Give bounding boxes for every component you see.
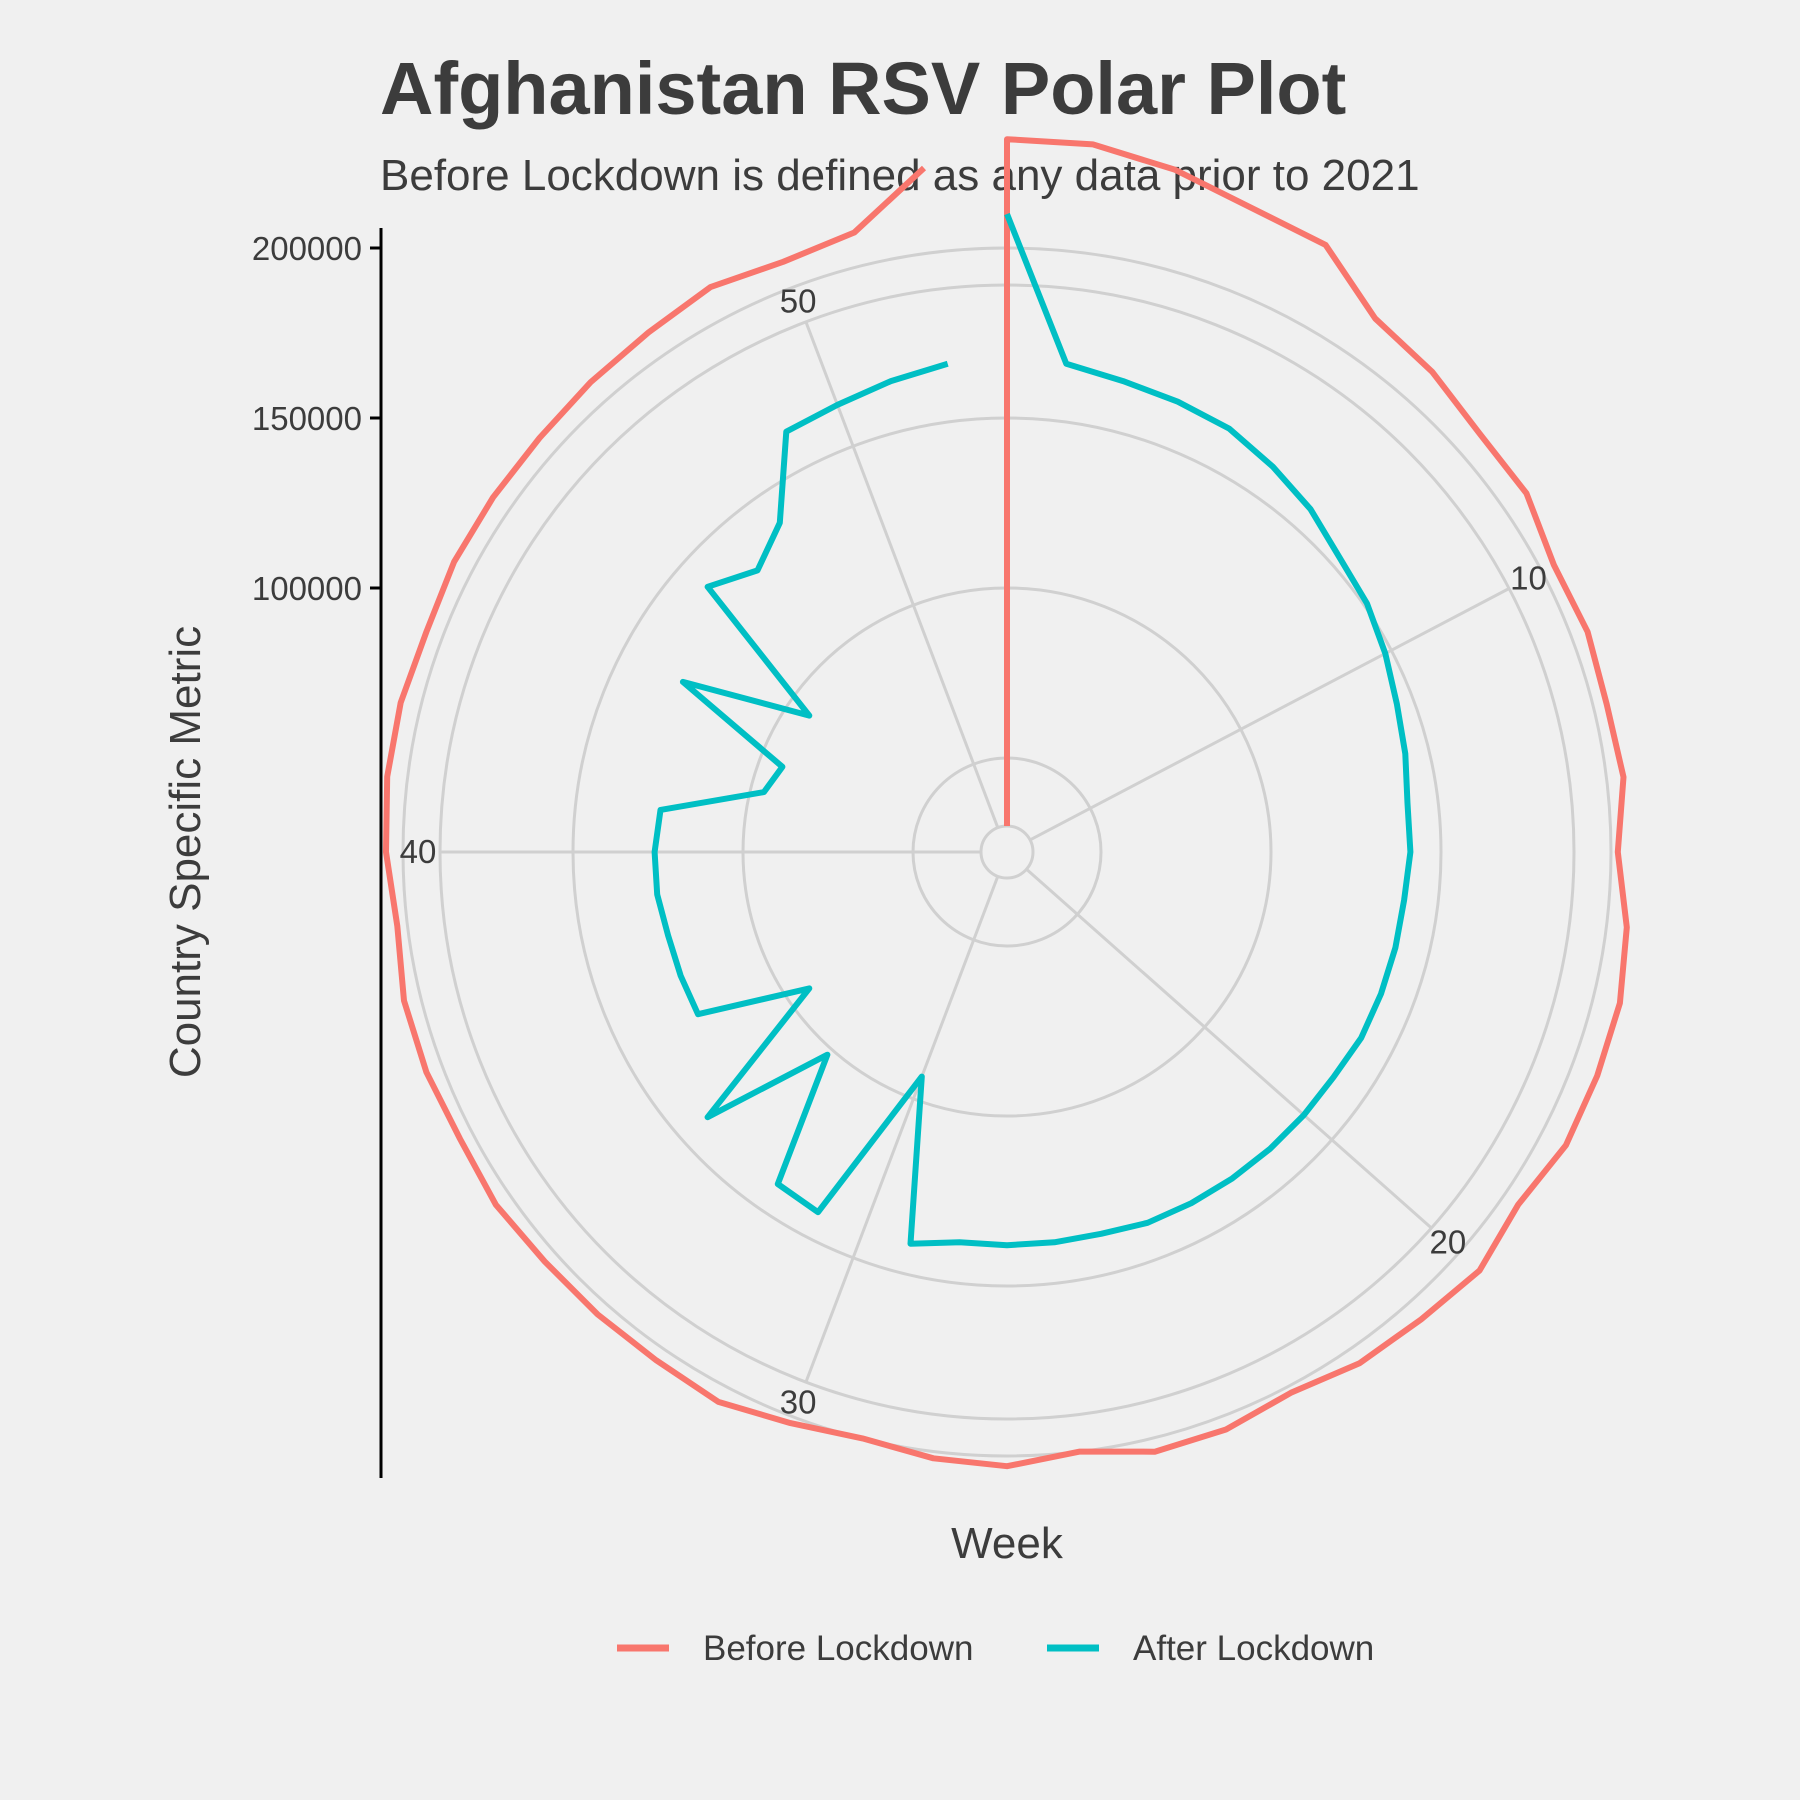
y-axis-ticks: 100000 150000 200000 [252,230,381,607]
grid-spoke [1025,868,1433,1230]
y-tick-label: 100000 [252,570,362,607]
grid-spoke [1029,587,1510,842]
legend: Before Lockdown After Lockdown [617,1629,1374,1668]
week-tick-labels: 10 20 30 40 50 [400,282,1547,1420]
week-tick-label: 30 [780,1384,817,1421]
week-tick-label: 10 [1510,559,1547,596]
grid-spoke [804,875,1000,1383]
week-tick-label: 50 [780,282,817,319]
grid-spoke [804,321,1000,829]
y-axis-title: Country Specific Metric [161,626,210,1078]
legend-label: Before Lockdown [703,1629,973,1668]
week-tick-label: 20 [1430,1224,1467,1261]
legend-label: After Lockdown [1133,1629,1374,1668]
week-tick-label: 40 [400,833,437,870]
grid-ring [979,824,1035,880]
y-tick-label: 200000 [252,230,362,267]
series-line-before-lockdown [383,136,1630,1470]
x-axis-title: Week [951,1519,1064,1568]
series-lines [383,136,1630,1470]
chart-title: Afghanistan RSV Polar Plot [380,47,1346,130]
y-tick-label: 150000 [252,400,362,437]
series-line-after-lockdown [651,212,1414,1249]
